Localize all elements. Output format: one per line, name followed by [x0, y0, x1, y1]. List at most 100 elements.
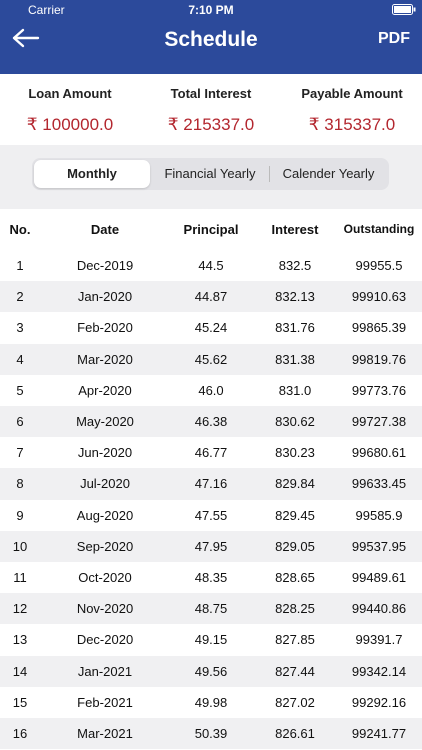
table-cell: 99292.16 [351, 694, 407, 710]
column-header: Principal [183, 222, 239, 237]
table-row: 14 Jan-2021 49.56 827.44 99342.14 [0, 655, 422, 687]
table-cell: 14 [12, 663, 28, 679]
table-cell: 829.84 [275, 476, 315, 492]
table-cell: Mar-2021 [77, 726, 133, 741]
table-row: 15 Feb-2021 49.98 827.02 99292.16 [0, 686, 422, 718]
table-cell: 828.65 [275, 570, 315, 585]
table-cell: 3 [16, 320, 24, 336]
tab-divider [269, 166, 270, 182]
table-cell: 45.24 [194, 320, 228, 336]
table-cell: 831.38 [275, 351, 315, 367]
table-cell: 47.16 [194, 476, 228, 492]
table-cell: 16 [12, 726, 28, 741]
table-cell: 15 [12, 694, 28, 710]
table-row: 7 Jun-2020 46.77 830.23 99680.61 [0, 437, 422, 469]
table-cell: 99391.7 [355, 632, 403, 648]
column-header: Date [90, 222, 120, 237]
table-row: 10 Sep-2020 47.95 829.05 99537.95 [0, 530, 422, 562]
table-cell: May-2020 [76, 414, 134, 429]
table-cell: 49.56 [194, 663, 228, 679]
summary-label: Loan Amount [28, 86, 112, 101]
column-header: Outstanding [343, 222, 415, 236]
back-button[interactable] [12, 28, 40, 48]
table-cell: 9 [16, 507, 24, 523]
table-cell: 831.76 [275, 320, 315, 336]
table-cell: 99489.61 [351, 570, 407, 585]
table-row: 16 Mar-2021 50.39 826.61 99241.77 [0, 718, 422, 750]
table-cell: 1 [16, 258, 24, 273]
table-cell: 99865.39 [351, 320, 407, 336]
table-cell: 99342.14 [351, 663, 407, 679]
table-cell: 46.77 [194, 445, 228, 461]
table-cell: 2 [16, 289, 24, 305]
table-cell: 46.38 [194, 414, 228, 429]
table-row: 4 Mar-2020 45.62 831.38 99819.76 [0, 343, 422, 375]
table-cell: Feb-2020 [77, 320, 133, 336]
table-cell: 10 [12, 538, 28, 554]
table-cell: 830.23 [275, 445, 315, 461]
table-cell: Dec-2020 [76, 632, 134, 648]
battery [392, 4, 416, 15]
summary-item: Total Interest ₹ 215337.0 [141, 86, 281, 135]
table-cell: 47.55 [194, 507, 228, 523]
table-row: 11 Oct-2020 48.35 828.65 99489.61 [0, 562, 422, 594]
table-cell: 4 [16, 351, 24, 367]
header: Carrier 7:10 PM Schedule PDF [0, 0, 422, 74]
table-cell: 6 [16, 414, 24, 429]
summary-value: ₹ 215337.0 [167, 115, 255, 134]
table-cell: Nov-2020 [76, 601, 134, 617]
table-cell: 827.85 [275, 632, 315, 648]
table-cell: 46.0 [198, 382, 224, 398]
table-cell: 828.25 [275, 601, 315, 617]
table-cell: Feb-2021 [77, 694, 133, 710]
table-cell: 99585.9 [355, 507, 403, 523]
table-cell: 99727.38 [351, 414, 407, 429]
table-cell: 99241.77 [351, 726, 407, 741]
table-cell: 830.62 [275, 414, 315, 429]
table-cell: Jan-2020 [77, 289, 133, 305]
summary-label: Payable Amount [301, 86, 403, 101]
table-cell: Oct-2020 [78, 570, 132, 585]
column-header: Interest [271, 222, 319, 237]
table-cell: 49.98 [194, 694, 228, 710]
column-header: No. [9, 222, 31, 237]
carrier: Carrier [28, 3, 65, 17]
table-cell: Sep-2020 [76, 538, 134, 554]
table-cell: Dec-2019 [76, 258, 134, 273]
table-cell: 47.95 [194, 538, 228, 554]
table-row: 13 Dec-2020 49.15 827.85 99391.7 [0, 624, 422, 656]
table-cell: 99819.76 [351, 351, 407, 367]
table-cell: 829.45 [275, 507, 315, 523]
table-row: 8 Jul-2020 47.16 829.84 99633.45 [0, 468, 422, 500]
table-cell: 44.5 [198, 258, 224, 273]
table-cell: 7 [16, 445, 24, 461]
segmented-control: Monthly Financial Yearly Calender Yearly [32, 158, 389, 190]
table-cell: 8 [16, 476, 24, 492]
table-cell: 831.0 [278, 382, 312, 398]
table-cell: 832.5 [278, 258, 312, 273]
table-cell: 99633.45 [351, 476, 407, 492]
time: 7:10 PM [188, 3, 234, 17]
tab[interactable]: Monthly [34, 160, 150, 188]
table-row: 3 Feb-2020 45.24 831.76 99865.39 [0, 312, 422, 344]
table-cell: 50.39 [194, 726, 228, 741]
table-cell: Mar-2020 [77, 351, 133, 367]
table-row: 5 Apr-2020 46.0 831.0 99773.76 [0, 374, 422, 406]
summary-value: ₹ 315337.0 [308, 115, 396, 134]
tab[interactable]: Financial Yearly [164, 166, 256, 181]
pdf-button[interactable]: PDF [378, 30, 410, 47]
table-row: 12 Nov-2020 48.75 828.25 99440.86 [0, 593, 422, 625]
table-cell: 99537.95 [351, 538, 407, 554]
table-row: 9 Aug-2020 47.55 829.45 99585.9 [0, 499, 422, 531]
table-cell: 99680.61 [351, 445, 407, 461]
table-cell: 48.35 [194, 570, 228, 585]
table-cell: 826.61 [275, 726, 315, 741]
table-cell: Aug-2020 [76, 507, 134, 523]
summary-item: Payable Amount ₹ 315337.0 [282, 86, 422, 135]
tab[interactable]: Calender Yearly [282, 166, 375, 181]
table-header: No. Date Principal Interest Outstanding [0, 214, 422, 248]
table-cell: 11 [13, 570, 27, 585]
table-cell: 49.15 [194, 632, 228, 648]
summary-label: Total Interest [170, 86, 252, 101]
